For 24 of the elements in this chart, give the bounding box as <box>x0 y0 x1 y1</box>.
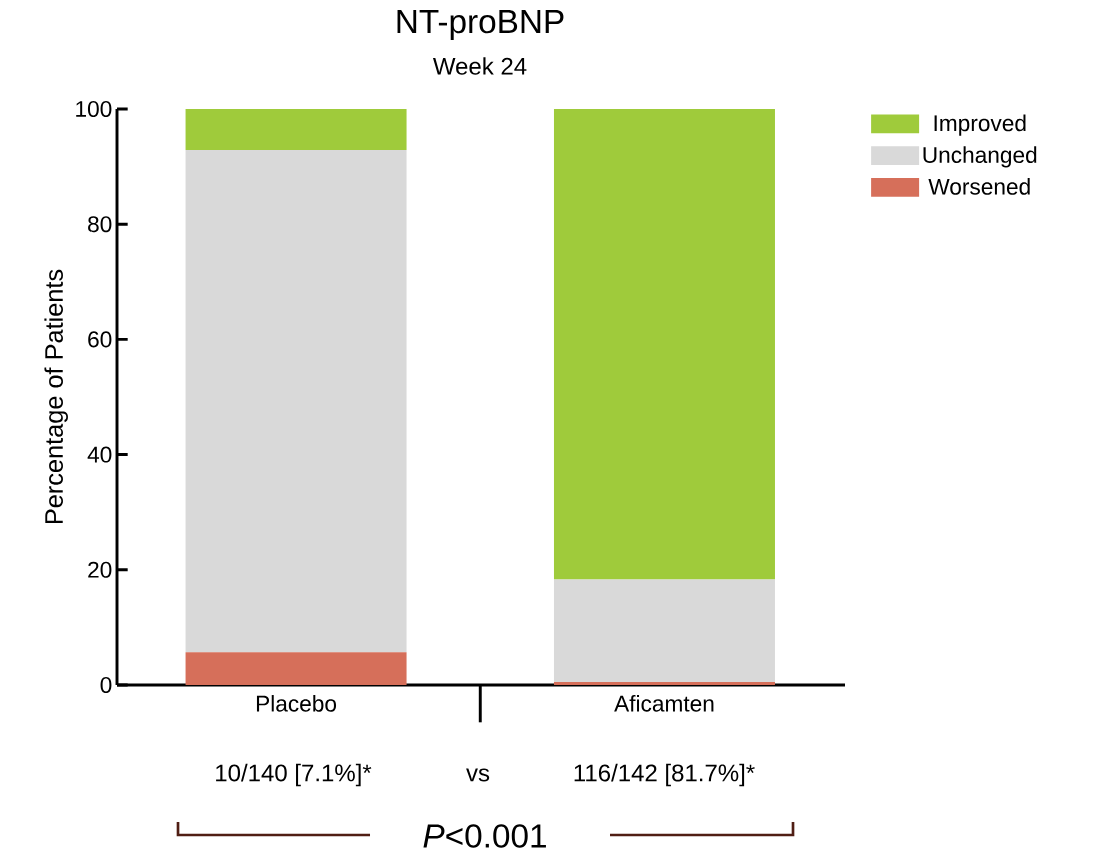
bar <box>185 652 407 685</box>
text: P<0.001 <box>423 824 546 848</box>
x-tick-label: Placebo <box>256 695 337 712</box>
legend-label: Improved <box>934 114 1026 136</box>
y-axis-title: Percentage of Patients <box>44 269 68 524</box>
bar <box>185 108 407 150</box>
x-tick-label: Aficamten <box>614 695 714 712</box>
bar <box>185 149 407 653</box>
y-tick-label: 60 <box>88 331 112 348</box>
y-tick-label: 80 <box>88 216 112 233</box>
y-tick-label: 0 <box>100 676 112 694</box>
legend-label: Unchanged <box>923 146 1037 168</box>
bar <box>553 108 775 580</box>
chart-subtitle: Week 24 <box>432 57 527 75</box>
legend-label: Worsened <box>928 178 1030 195</box>
text: 10/140 [7.1%]* <box>216 763 372 787</box>
text: vs <box>466 768 490 782</box>
y-tick-label: 20 <box>88 561 112 578</box>
bar <box>553 682 775 685</box>
chart-title: NT-proBNP <box>397 10 564 40</box>
text: 116/142 [81.7%]* <box>574 763 755 787</box>
bar <box>553 579 775 683</box>
y-tick-label: 100 <box>76 100 112 118</box>
y-tick-label: 40 <box>87 446 112 463</box>
